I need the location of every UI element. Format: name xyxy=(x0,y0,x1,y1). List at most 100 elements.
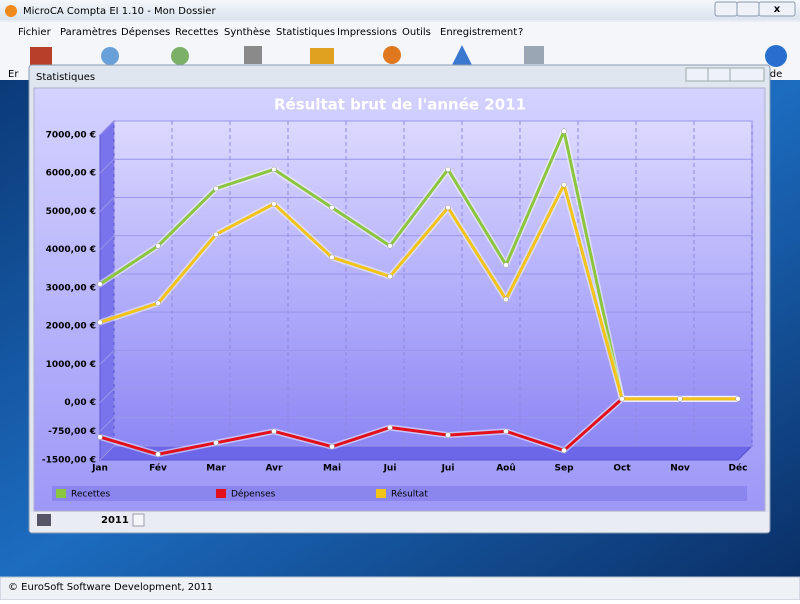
x-tick-label: Aoû xyxy=(496,464,516,474)
point xyxy=(271,428,277,435)
status-text: © EuroSoft Software Development, 2011 xyxy=(8,582,213,593)
maximize-button[interactable] xyxy=(736,1,760,17)
grid-line xyxy=(99,197,115,212)
point xyxy=(329,204,335,211)
legend-label: Résultat xyxy=(391,489,428,500)
menu-item[interactable]: Recettes xyxy=(175,27,219,38)
point xyxy=(677,396,683,402)
grid-line xyxy=(99,235,115,251)
x-tick-label: Avr xyxy=(266,464,284,474)
app-icon xyxy=(5,5,17,17)
chart-title: Résultat brut de l'année 2011 xyxy=(274,96,526,114)
x-tick-label: Mai xyxy=(323,464,341,474)
grid-line xyxy=(99,445,115,461)
point xyxy=(329,443,335,450)
point xyxy=(445,166,451,173)
grid-line xyxy=(99,416,115,432)
y-tick-label: 2000,00 € xyxy=(46,322,96,332)
point xyxy=(97,434,103,440)
point xyxy=(213,185,219,192)
toolbar-label: ide xyxy=(767,69,782,80)
point xyxy=(561,128,567,134)
point xyxy=(503,262,509,268)
tool-icon[interactable] xyxy=(101,47,119,65)
tool-icon[interactable] xyxy=(452,45,472,65)
point xyxy=(155,243,161,249)
child-max[interactable] xyxy=(707,67,731,82)
y-tick-label: -1500,00 € xyxy=(42,456,96,466)
year-spinner[interactable] xyxy=(132,513,145,527)
tool-icon[interactable] xyxy=(524,46,544,64)
y-tick-label: 1000,00 € xyxy=(46,360,96,370)
legend-swatch xyxy=(376,489,386,498)
y-tick-label: 4000,00 € xyxy=(46,245,96,255)
menu-item[interactable]: Fichier xyxy=(18,27,52,38)
point xyxy=(387,243,393,249)
y-tick-label: 6000,00 € xyxy=(46,169,96,179)
child-close[interactable] xyxy=(729,67,765,82)
point xyxy=(445,204,451,211)
menu-item[interactable]: Impressions xyxy=(337,27,397,38)
menu-item[interactable]: Statistiques xyxy=(276,27,335,38)
point xyxy=(561,447,567,454)
series-line xyxy=(99,183,738,401)
close-button[interactable] xyxy=(758,1,796,17)
x-tick-label: Fév xyxy=(149,463,167,474)
tools-button[interactable] xyxy=(37,514,51,526)
y-tick-label: 5000,00 € xyxy=(46,207,96,217)
menu-item[interactable]: ? xyxy=(518,27,523,38)
menu-item[interactable]: Dépenses xyxy=(121,26,170,38)
x-tick-label: Nov xyxy=(670,464,690,474)
point xyxy=(213,440,219,446)
grid-line xyxy=(99,120,115,136)
point xyxy=(561,181,567,188)
point xyxy=(387,424,393,431)
tool-icon[interactable] xyxy=(310,48,334,64)
y-tick-label: 0,00 € xyxy=(64,398,96,408)
tool-icon[interactable] xyxy=(171,47,189,65)
legend-label: Recettes xyxy=(71,490,110,500)
menu-item[interactable]: Enregistrement xyxy=(440,27,517,38)
window-title: MicroCA Compta EI 1.10 - Mon Dossier xyxy=(23,6,216,17)
point xyxy=(97,281,103,287)
x-tick-label: Jui xyxy=(383,464,397,474)
child-min[interactable] xyxy=(685,67,709,82)
minimize-button[interactable] xyxy=(714,1,738,17)
point xyxy=(155,300,161,306)
year-field[interactable]: 2011 xyxy=(101,515,129,526)
x-tick-label: Sep xyxy=(554,464,574,474)
tool-icon[interactable] xyxy=(383,46,401,64)
menu-item[interactable]: Outils xyxy=(402,27,431,38)
help-icon[interactable] xyxy=(765,45,787,67)
point xyxy=(155,451,161,458)
toolbar-icons: Er ide xyxy=(8,45,787,80)
side-wall xyxy=(99,119,115,462)
legend-label: Dépenses xyxy=(231,489,276,500)
tool-icon[interactable] xyxy=(244,46,262,64)
child-title: Statistiques xyxy=(36,72,95,83)
y-tick-label: -750,00 € xyxy=(48,427,96,437)
toolbar-label: Er xyxy=(8,69,19,80)
x-tick-label: Mar xyxy=(206,464,226,474)
y-tick-label: 3000,00 € xyxy=(46,283,96,293)
menu-item[interactable]: Paramètres xyxy=(60,26,117,38)
chart: Résultat brut de l'année 2011 -1500,00 € -… xyxy=(42,96,754,500)
point xyxy=(619,396,625,402)
point xyxy=(445,432,451,438)
point xyxy=(213,231,219,238)
x-tick-label: Oct xyxy=(613,464,631,474)
tool-icon[interactable] xyxy=(30,47,52,65)
grid-line xyxy=(99,350,115,365)
grid-line xyxy=(99,388,115,404)
menu-item[interactable]: Synthèse xyxy=(224,26,270,38)
point xyxy=(503,296,509,303)
legend-swatch xyxy=(216,489,226,498)
y-tick-label: 7000,00 € xyxy=(46,131,96,141)
child-footer xyxy=(30,512,769,532)
point xyxy=(735,396,741,402)
point xyxy=(97,319,103,326)
point xyxy=(503,428,509,435)
menu-bar: Fichier Paramètres Dépenses Recettes Synthès… xyxy=(18,26,523,38)
x-tick-label: Jan xyxy=(91,464,108,474)
